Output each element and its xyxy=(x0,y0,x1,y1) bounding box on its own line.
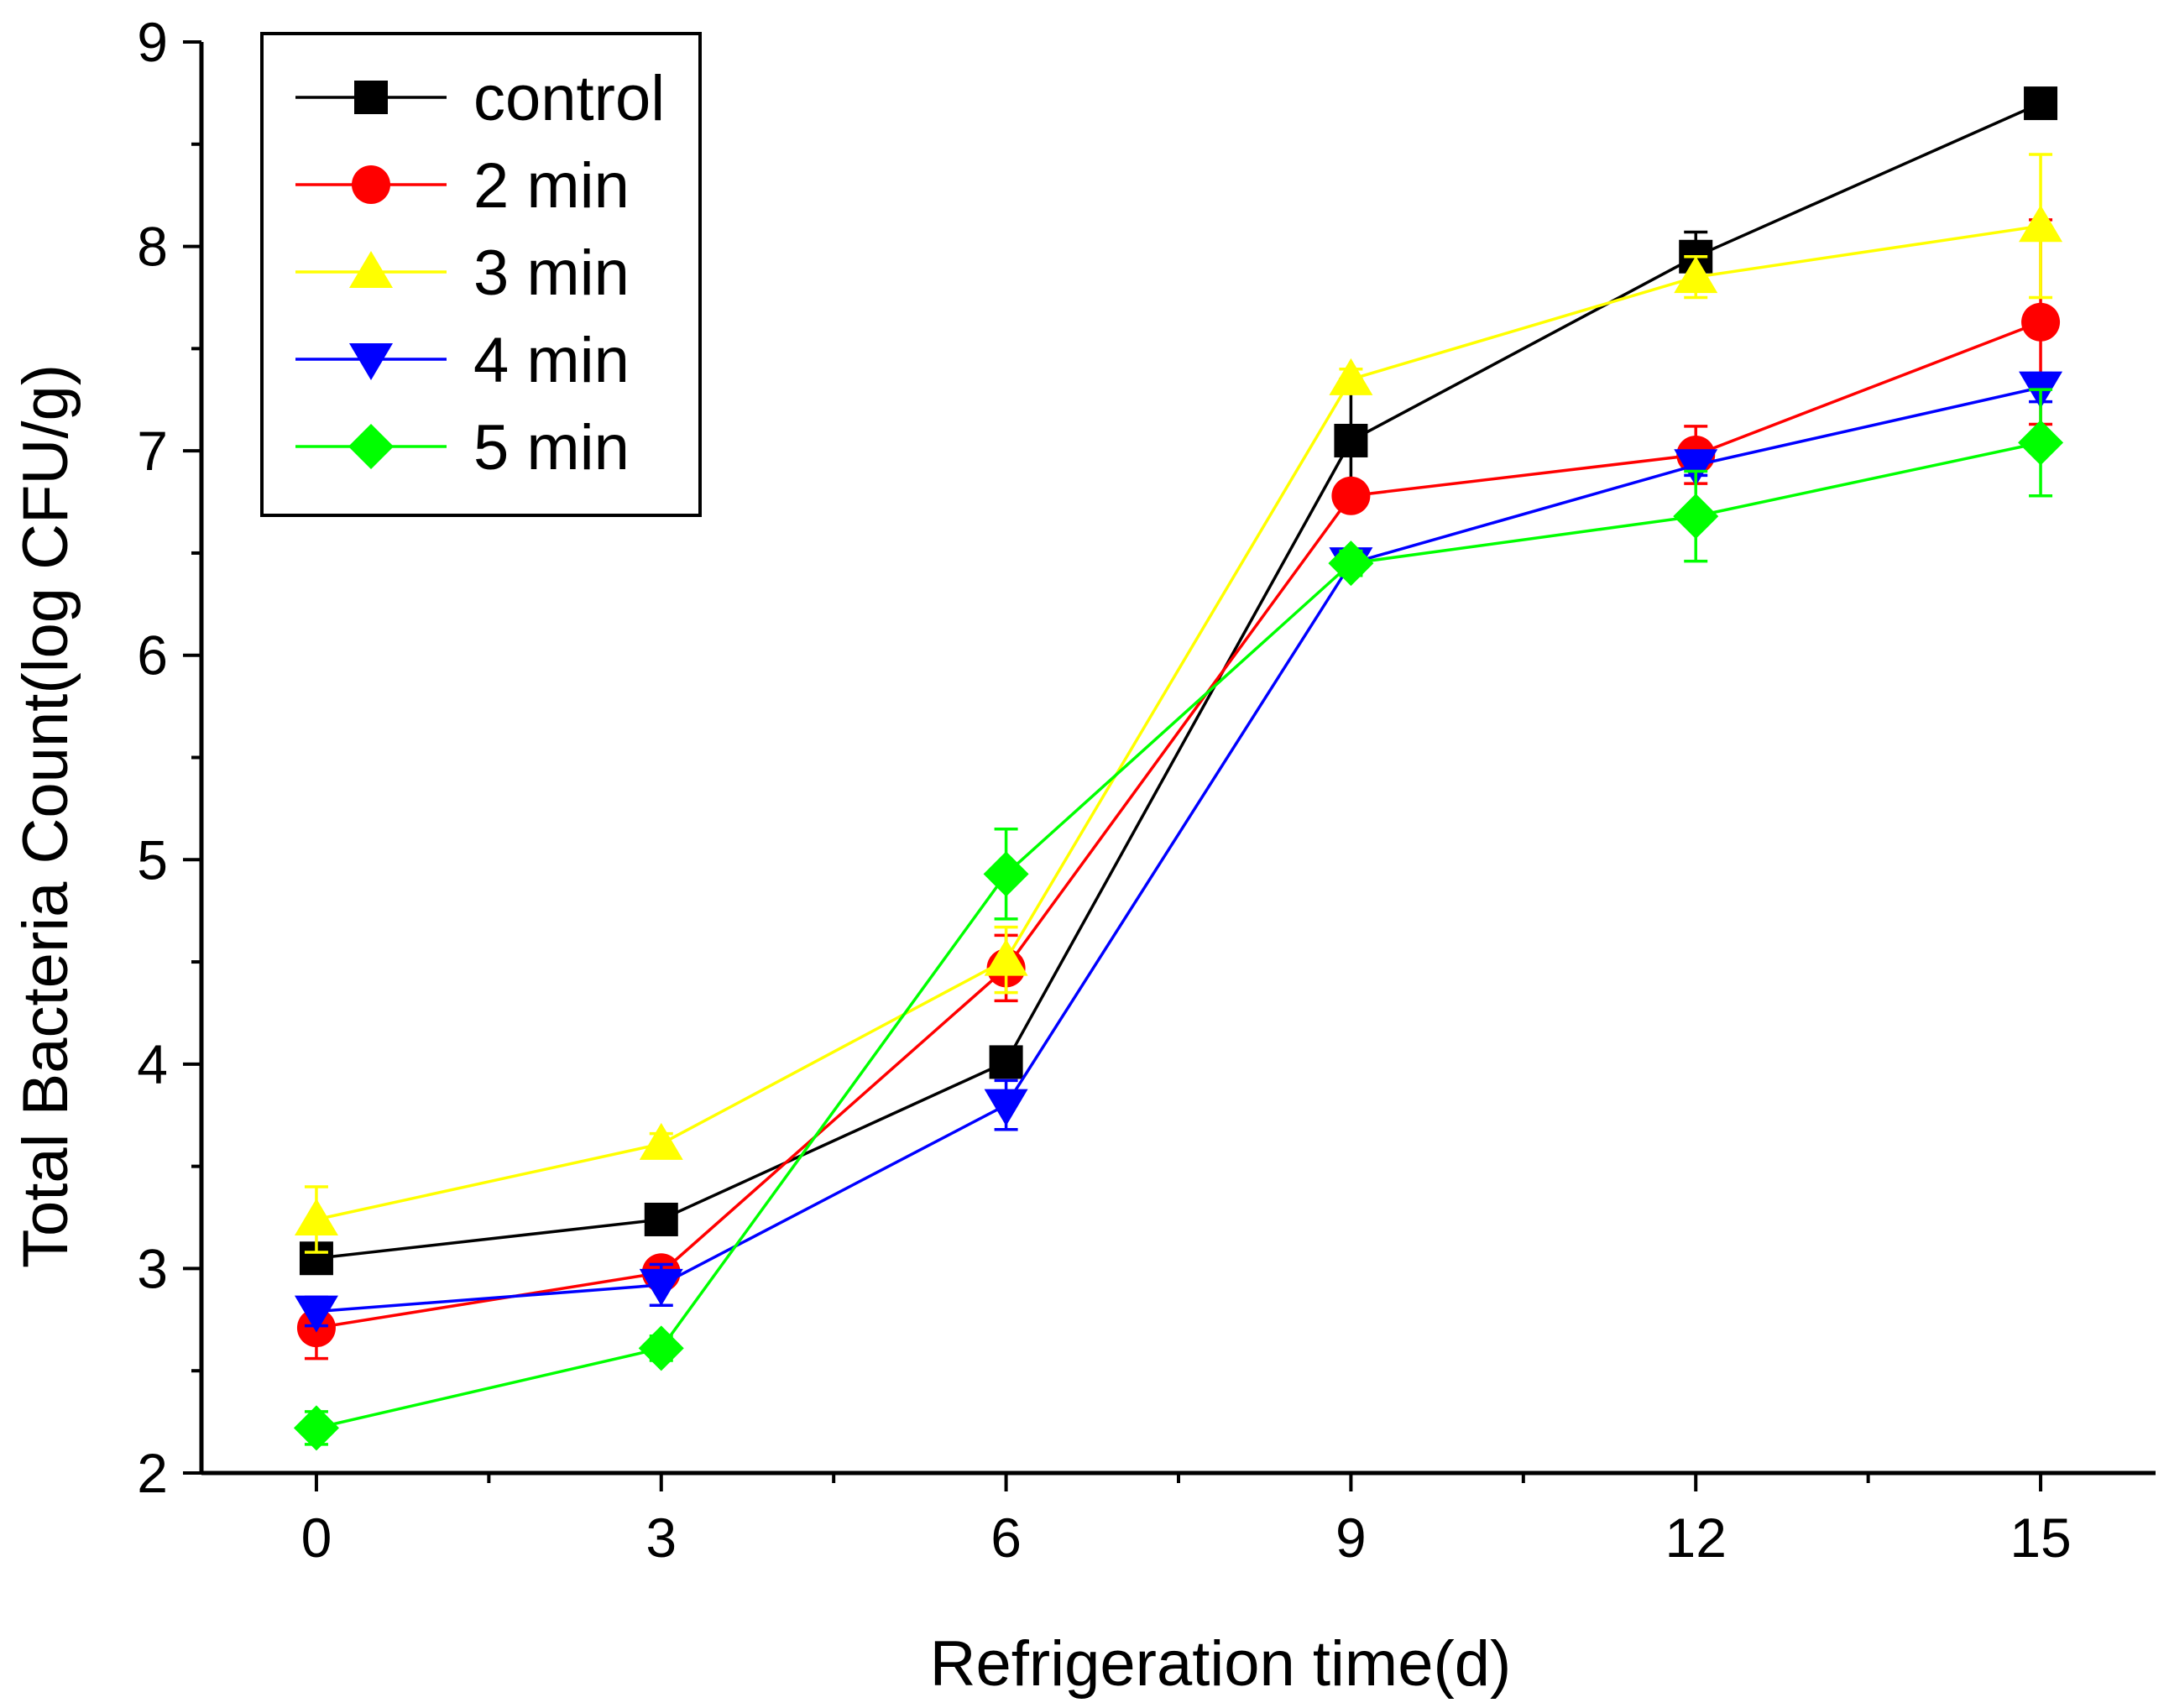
y-tick-label: 2 xyxy=(137,1442,168,1504)
x-tick-label: 12 xyxy=(1665,1507,1727,1569)
legend-label: 2 min xyxy=(473,150,630,222)
data-point xyxy=(1331,476,1371,515)
legend-label: control xyxy=(473,63,665,134)
legend-marker xyxy=(349,343,393,380)
series-line xyxy=(316,321,2041,1329)
legend-item: 3 min xyxy=(295,238,630,309)
data-point xyxy=(2018,420,2064,466)
data-point xyxy=(989,1045,1023,1079)
x-tick-label: 0 xyxy=(301,1507,332,1569)
legend-marker xyxy=(349,251,393,288)
data-point xyxy=(1674,449,1718,487)
data-point xyxy=(984,938,1028,976)
y-tick-label: 3 xyxy=(137,1237,168,1299)
legend-label: 5 min xyxy=(473,412,630,483)
y-tick-label: 8 xyxy=(137,216,168,278)
y-tick-label: 6 xyxy=(137,624,168,687)
data-point xyxy=(639,1122,683,1160)
data-point xyxy=(644,1202,678,1236)
data-point xyxy=(638,1325,684,1371)
data-point xyxy=(984,1089,1028,1126)
data-point xyxy=(1329,358,1373,395)
legend-item: control xyxy=(295,63,665,134)
data-point xyxy=(2021,302,2061,342)
data-point xyxy=(2019,205,2063,243)
data-point xyxy=(1673,494,1719,540)
legend-marker xyxy=(348,424,394,469)
data-point xyxy=(293,1405,339,1451)
data-point xyxy=(1674,256,1718,294)
x-tick-label: 6 xyxy=(990,1507,1022,1569)
series-line xyxy=(316,441,2041,1430)
y-axis-title: Total Bacteria Count(log CFU/g) xyxy=(10,364,81,1268)
legend-label: 3 min xyxy=(473,238,630,309)
data-point xyxy=(639,1268,683,1306)
x-tick-label: 9 xyxy=(1335,1507,1367,1569)
axes-layer: Refrigeration time(d) Total Bacteria Cou… xyxy=(10,42,2156,1700)
legend-item: 5 min xyxy=(295,412,630,483)
y-tick-label: 5 xyxy=(137,828,168,891)
series-5-min xyxy=(293,388,2064,1451)
series-3-min xyxy=(294,153,2063,1254)
legend-label: 4 min xyxy=(473,325,630,396)
series-line xyxy=(316,224,2041,1221)
legend: control 2 min 3 min 4 min 5 min xyxy=(260,32,702,517)
data-point xyxy=(1334,423,1368,457)
series-layer xyxy=(293,86,2064,1451)
data-point xyxy=(2024,86,2058,121)
series-line xyxy=(316,385,2041,1314)
y-tick-label: 9 xyxy=(137,11,168,73)
y-tick-label: 7 xyxy=(137,420,168,482)
legend-marker xyxy=(352,165,390,204)
x-axis-title: Refrigeration time(d) xyxy=(930,1628,1512,1700)
legend-marker xyxy=(354,81,388,114)
data-point xyxy=(294,1295,338,1333)
data-point xyxy=(983,851,1029,897)
series-line xyxy=(316,102,2041,1260)
ticks-layer: 0 3 6 9 12 15 2 3 4 5 6 7 8 9 xyxy=(137,11,2071,1569)
data-point xyxy=(1328,541,1374,587)
y-tick-label: 4 xyxy=(137,1033,168,1095)
data-point xyxy=(294,1198,338,1235)
legend-item: 2 min xyxy=(295,150,630,222)
x-tick-label: 15 xyxy=(2010,1507,2071,1569)
legend-item: 4 min xyxy=(295,325,630,396)
legend-box xyxy=(260,32,702,517)
x-tick-label: 3 xyxy=(645,1507,677,1569)
